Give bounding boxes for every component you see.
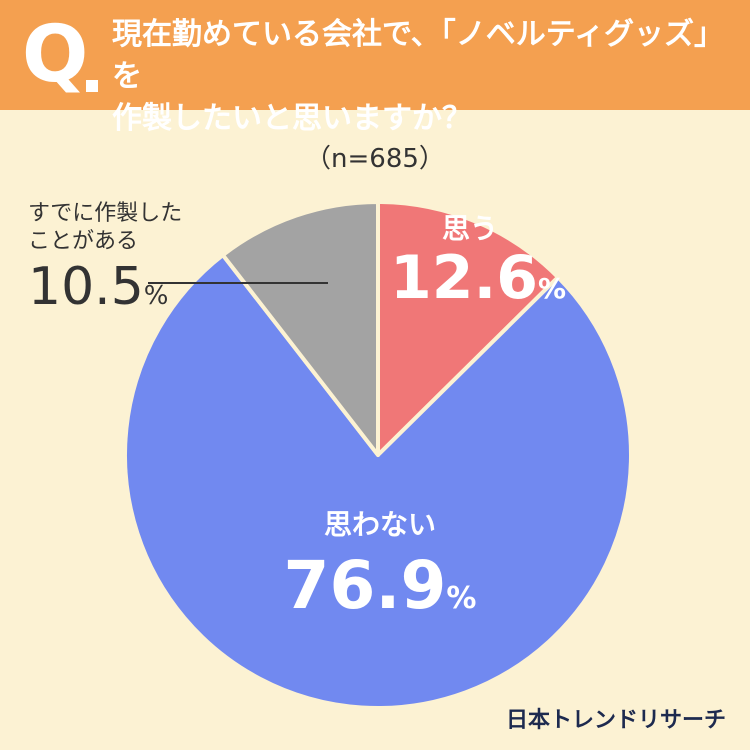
slice-omou <box>376 200 561 457</box>
label-sudeni: すでに作製した ことがある 10.5% <box>28 200 182 325</box>
label-sudeni-line2: ことがある <box>28 229 139 254</box>
label-omou-value: 12.6% <box>390 243 567 313</box>
question-mark-dot <box>86 80 98 92</box>
question-line-1: 現在勤めている会社で、「ノベルティグッズ」を <box>112 17 724 94</box>
question-header: Q 現在勤めている会社で、「ノベルティグッズ」を 作製したいと思いますか？ <box>0 0 750 136</box>
label-omou-category: 思う <box>441 212 498 245</box>
brand-logo: 日本トレンドリサーチ <box>505 708 726 733</box>
label-sudeni-line1: すでに作製した <box>28 201 183 226</box>
question-line-2: 作製したいと思いますか？ <box>112 101 472 136</box>
label-omou: 思う 12.6% <box>390 212 567 321</box>
label-omowanai-category: 思わない <box>323 508 436 541</box>
sample-size: （n=685） <box>305 144 445 174</box>
slice-omowanai <box>123 253 633 710</box>
label-omowanai-value: 76.9% <box>283 547 477 624</box>
question-mark: Q <box>22 10 89 100</box>
label-omowanai: 思わない 76.9% <box>280 508 480 635</box>
question-text: 現在勤めている会社で、「ノベルティグッズ」を 作製したいと思いますか？ <box>112 14 732 140</box>
label-sudeni-value: 10.5% <box>28 257 169 317</box>
slice-sudeni <box>220 200 380 457</box>
